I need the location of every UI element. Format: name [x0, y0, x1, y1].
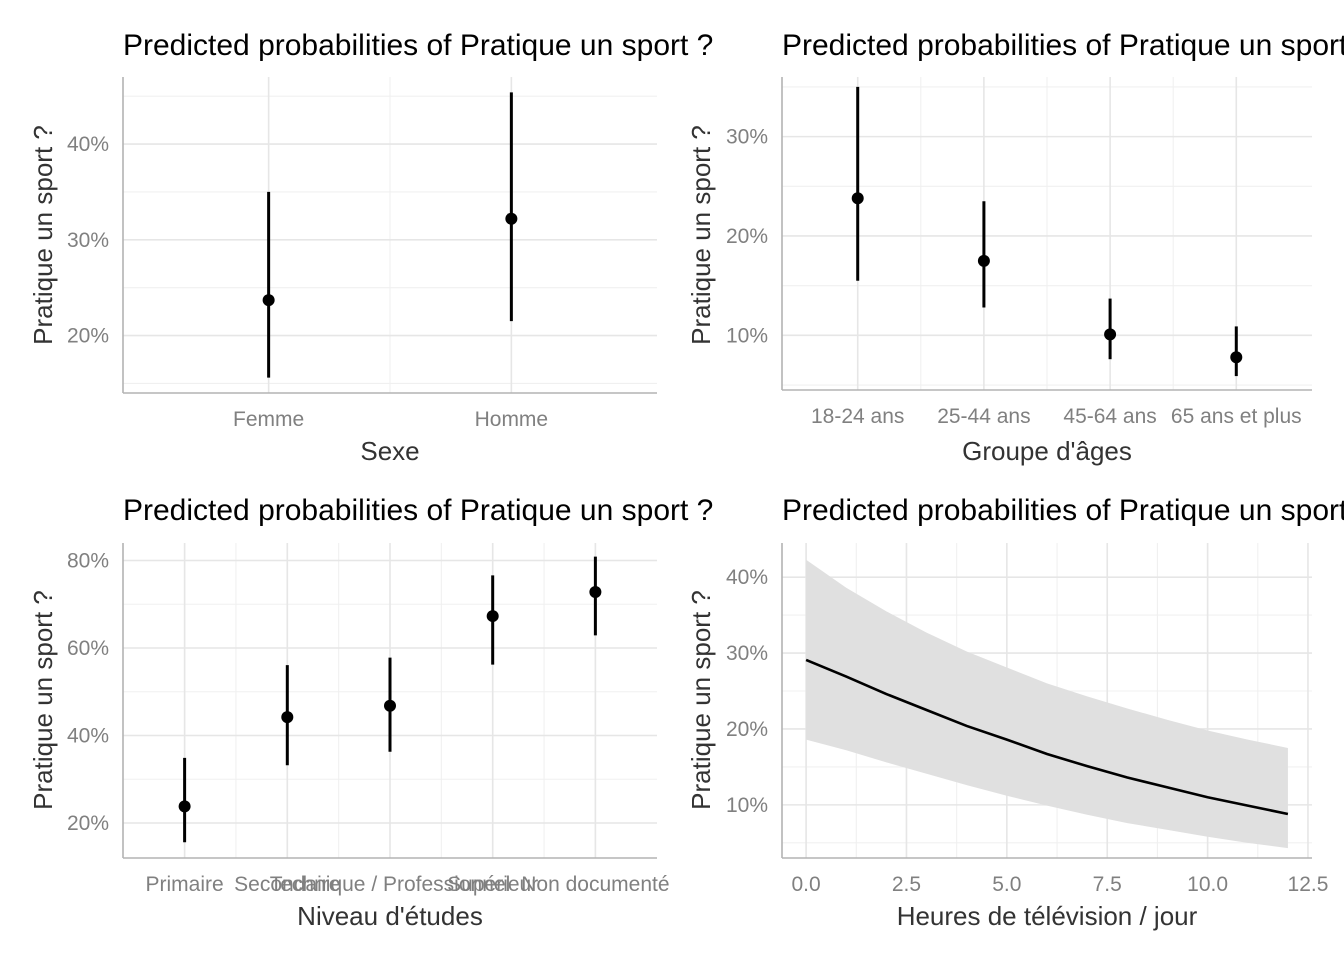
sexe-x-tick-label: Femme — [233, 408, 304, 431]
television-y-tick-label: 30% — [726, 642, 768, 665]
etudes-x-tick-label: Primaire — [146, 873, 224, 896]
television-confidence-band — [806, 559, 1288, 849]
panel-television-xlabel: Heures de télévision / jour — [897, 901, 1198, 931]
television-prediction-line — [805, 658, 1289, 816]
etudes-x-tick-label: Non documenté — [521, 873, 669, 896]
television-x-tick-label: 0.0 — [791, 873, 820, 896]
sexe-y-tick-label: 40% — [67, 133, 109, 156]
panel-etudes-ticks: 20% 40% 60% 80% Primaire SecondaireTechnique … — [67, 550, 670, 897]
panel-television-ticks: 10% 20% 30% 40% 0.0 2.5 5.0 7.5 10.0 12.5 — [726, 566, 1328, 896]
television-y-tick-label: 20% — [726, 718, 768, 741]
age-y-tick-label: 30% — [726, 126, 768, 149]
sexe-point — [262, 294, 275, 307]
etudes-x-tick-label: Technique / Professionnel — [270, 873, 511, 896]
panel-sexe-ylabel: Pratique un sport ? — [28, 125, 58, 345]
panel-age: 10% 20% 30% 18-24 ans 25-44 ans 45-64 ans 65 a… — [686, 29, 1344, 466]
television-y-tick-label: 40% — [726, 566, 768, 589]
etudes-y-tick-label: 80% — [67, 550, 109, 573]
panel-sexe-title: Predicted probabilities of Pratique un s… — [123, 29, 713, 62]
panel-etudes: 20% 40% 60% 80% Primaire SecondaireTechnique … — [28, 494, 713, 931]
etudes-y-tick-label: 60% — [67, 637, 109, 660]
etudes-y-tick-label: 20% — [67, 812, 109, 835]
panel-age-ticks: 10% 20% 30% 18-24 ans 25-44 ans 45-64 ans 65 a… — [726, 126, 1302, 428]
television-x-tick-label: 10.0 — [1187, 873, 1228, 896]
etudes-point — [486, 610, 499, 623]
television-x-tick-label: 12.5 — [1288, 873, 1329, 896]
age-x-tick-label: 65 ans et plus — [1171, 405, 1302, 428]
age-point — [977, 254, 990, 267]
panel-television: 10% 20% 30% 40% 0.0 2.5 5.0 7.5 10.0 12.5 Predict… — [686, 494, 1344, 931]
television-y-tick-label: 10% — [726, 794, 768, 817]
sexe-x-tick-label: Homme — [475, 408, 549, 431]
age-point — [1104, 328, 1117, 341]
age-x-tick-label: 18-24 ans — [811, 405, 904, 428]
age-x-tick-label: 45-64 ans — [1063, 405, 1156, 428]
panel-age-title: Predicted probabilities of Pratique un s… — [782, 29, 1344, 62]
panel-television-ylabel: Pratique un sport ? — [686, 590, 716, 810]
age-point — [1230, 351, 1243, 364]
panel-etudes-grid — [122, 543, 657, 859]
etudes-point — [281, 711, 294, 724]
panel-sexe-ticks: 20% 30% 40% Femme Homme — [67, 133, 548, 431]
sexe-y-tick-label: 30% — [67, 229, 109, 252]
panel-age-marks — [851, 86, 1243, 377]
television-x-tick-label: 2.5 — [892, 873, 921, 896]
panel-sexe-grid — [122, 77, 657, 394]
etudes-point — [384, 699, 396, 712]
panel-television-title: Predicted probabilities of Pratique un s… — [782, 494, 1344, 527]
etudes-point — [589, 586, 602, 598]
panel-sexe-xlabel: Sexe — [360, 436, 419, 466]
panel-age-grid — [781, 77, 1312, 391]
etudes-point — [178, 800, 191, 813]
panel-etudes-marks — [178, 556, 602, 843]
age-point — [851, 192, 864, 205]
age-y-tick-label: 20% — [726, 225, 768, 248]
age-y-tick-label: 10% — [726, 324, 768, 347]
panel-television-marks — [805, 559, 1289, 849]
panel-sexe-marks — [262, 92, 518, 378]
panel-etudes-xlabel: Niveau d'études — [297, 901, 483, 931]
panel-sexe: 20% 30% 40% Femme Homme Predicted probabilit… — [28, 29, 713, 466]
etudes-y-tick-label: 40% — [67, 725, 109, 748]
panel-age-ylabel: Pratique un sport ? — [686, 125, 716, 345]
panel-age-xlabel: Groupe d'âges — [962, 436, 1132, 466]
panel-etudes-title: Predicted probabilities of Pratique un s… — [123, 494, 713, 527]
etudes-x-tick-label: Supérieur — [447, 873, 538, 896]
age-x-tick-label: 25-44 ans — [937, 405, 1030, 428]
television-x-tick-label: 5.0 — [992, 873, 1021, 896]
etudes-x-tick-label: Secondaire — [234, 873, 340, 896]
panel-etudes-ylabel: Pratique un sport ? — [28, 590, 58, 810]
sexe-y-tick-label: 20% — [67, 325, 109, 348]
sexe-point — [505, 212, 518, 225]
television-x-tick-label: 7.5 — [1093, 873, 1122, 896]
